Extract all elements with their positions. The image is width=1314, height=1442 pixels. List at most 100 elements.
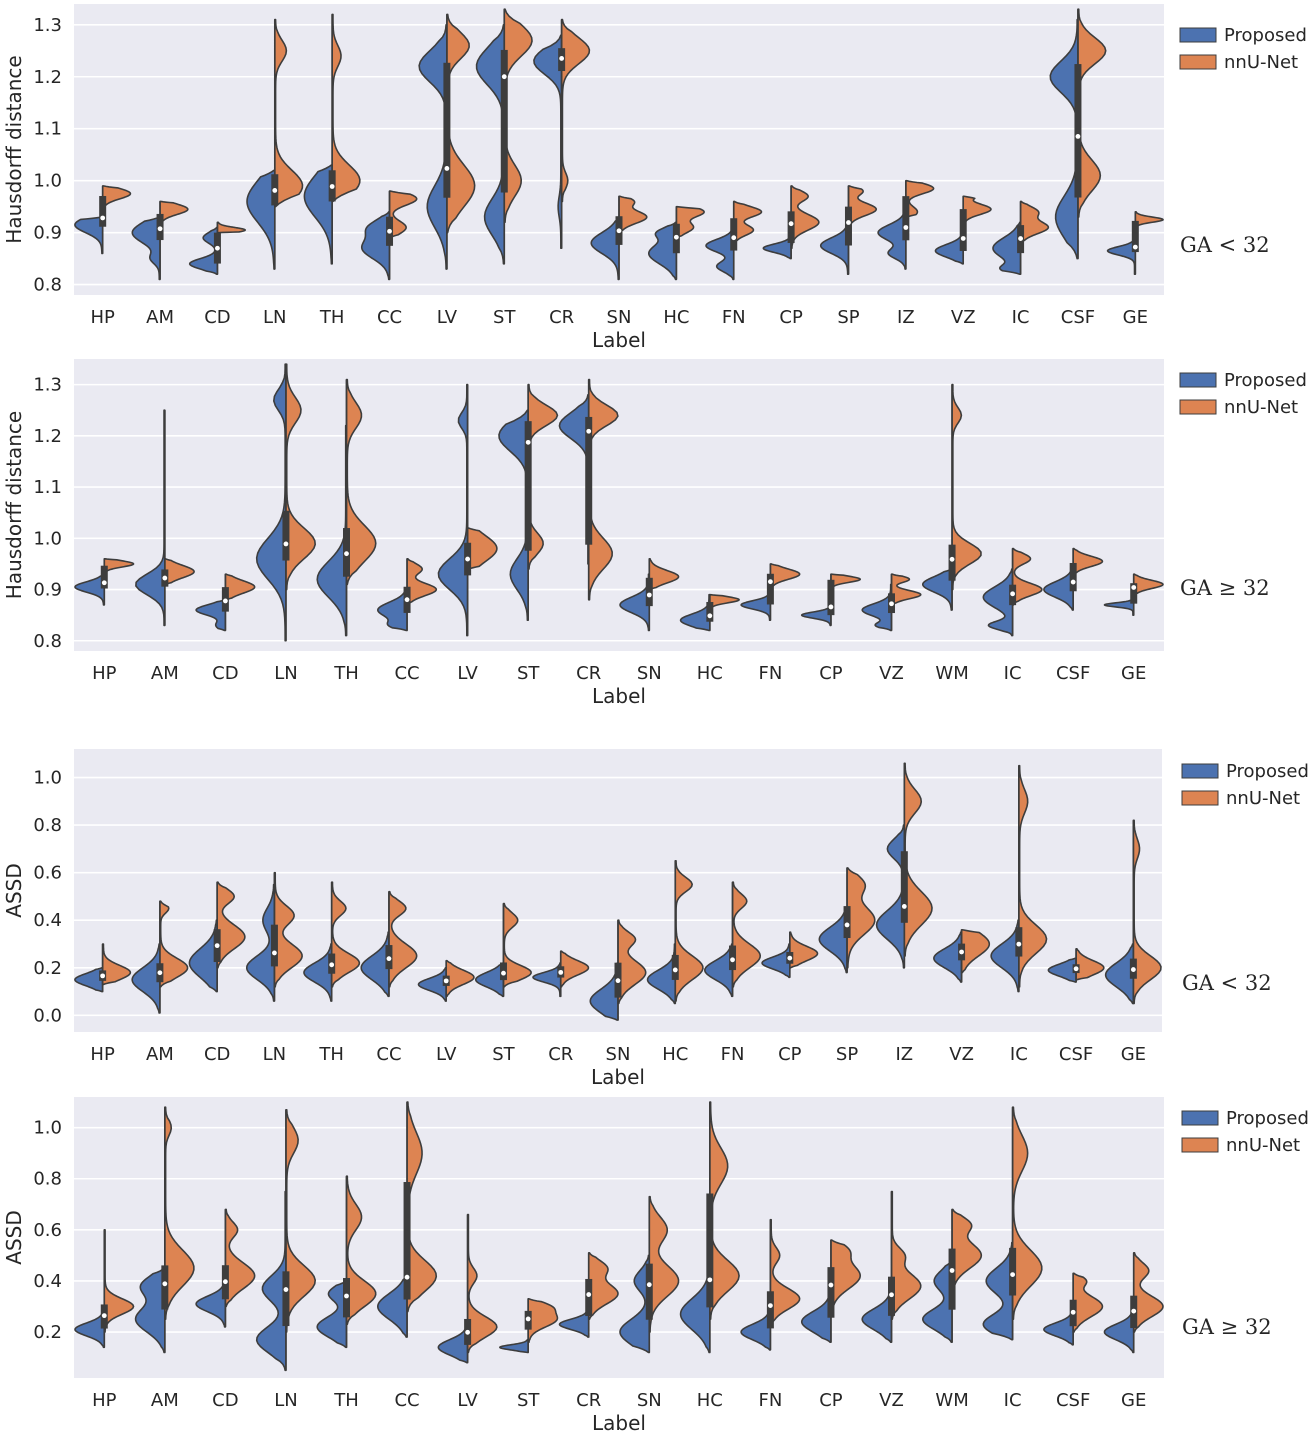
y-tick-label: 1.0 [33, 768, 62, 789]
x-tick-label: VZ [879, 1390, 904, 1411]
x-tick-label: LN [274, 663, 298, 684]
violin-st [498, 383, 559, 622]
median-point [586, 1292, 592, 1297]
proposed-half [532, 962, 562, 998]
median-point [1010, 1272, 1016, 1277]
median-point [344, 551, 349, 557]
violin-fn [704, 881, 762, 998]
x-tick-label: CP [819, 1390, 843, 1411]
nnunet-half [388, 190, 418, 239]
violin-lv [437, 1213, 498, 1364]
iqr-box [645, 577, 653, 607]
median-point [157, 970, 163, 976]
proposed-half [818, 907, 848, 974]
x-tick-label: CC [394, 1390, 419, 1411]
legend-label: Proposed [1226, 761, 1309, 782]
y-tick-label: 1.3 [33, 375, 62, 396]
x-axis-title: Label [591, 1065, 645, 1089]
x-tick-label: IC [1004, 663, 1022, 684]
legend-label: Proposed [1226, 1108, 1309, 1129]
proposed-half [619, 1254, 651, 1354]
x-tick-label: ST [517, 1390, 540, 1411]
x-tick-label: CP [778, 1044, 802, 1065]
x-tick-label: WM [935, 663, 968, 684]
violin-lv [418, 13, 476, 270]
x-tick-label: GE [1121, 1044, 1146, 1065]
x-tick-label: LV [457, 1390, 478, 1411]
y-axis-title: Hausdorff distance [2, 411, 26, 599]
iqr-box [585, 1278, 593, 1317]
median-point [616, 228, 622, 234]
violin-cr [532, 950, 590, 998]
median-point [101, 1313, 107, 1319]
median-point [787, 955, 793, 961]
nnunet-half [159, 900, 189, 988]
y-tick-label: 0.2 [33, 958, 62, 979]
x-tick-label: CC [377, 307, 402, 328]
nnunet-half [559, 950, 590, 988]
ga-annotation: GA < 32 [1182, 971, 1272, 995]
y-tick-label: 0.8 [33, 275, 62, 296]
y-tick-label: 0.6 [33, 863, 62, 884]
nnunet-half [617, 919, 647, 1005]
x-tick-label: AM [151, 663, 179, 684]
median-point [646, 592, 652, 598]
x-tick-label: SN [637, 1390, 662, 1411]
y-tick-label: 0.9 [33, 580, 62, 601]
violin-hc [679, 593, 740, 632]
violin-ic [990, 764, 1048, 993]
proposed-half [875, 824, 906, 969]
violin-fn [740, 1218, 801, 1351]
violin-csf [1043, 547, 1104, 611]
y-tick-label: 0.4 [33, 1271, 62, 1292]
nnunet-half [445, 959, 475, 998]
x-tick-label: CSF [1061, 307, 1095, 328]
x-tick-label: CSF [1056, 663, 1090, 684]
violin-ge [1103, 573, 1164, 616]
x-tick-label: IZ [895, 1044, 913, 1065]
median-point [949, 1268, 955, 1273]
median-point [443, 978, 449, 984]
x-tick-label: AM [146, 1044, 174, 1065]
x-tick-label: CD [212, 663, 238, 684]
x-tick-label: TH [319, 307, 345, 328]
median-point [386, 956, 392, 962]
median-point [329, 962, 335, 968]
median-point [501, 74, 507, 80]
x-tick-label: AM [151, 1390, 179, 1411]
median-point [844, 922, 850, 928]
nnunet-half [960, 928, 991, 974]
x-tick-label: SP [836, 1044, 858, 1065]
proposed-half [303, 164, 333, 265]
nnunet-half [1132, 819, 1162, 1005]
median-point [1073, 966, 1079, 972]
median-point [1010, 591, 1016, 597]
median-point [828, 604, 834, 610]
median-point [222, 1279, 228, 1285]
nnunet-half [846, 867, 876, 969]
iqr-box [730, 218, 738, 251]
violin-sn [589, 919, 647, 1021]
median-point [1131, 585, 1137, 590]
nnunet-half [1011, 547, 1043, 606]
proposed-half [679, 593, 711, 632]
violin-am [131, 200, 189, 281]
nnunet-half [648, 1195, 680, 1333]
violin-st [474, 902, 532, 998]
median-point [707, 613, 713, 619]
violin-am [135, 409, 195, 627]
proposed-half [134, 1267, 166, 1354]
proposed-half [646, 943, 677, 1005]
y-tick-label: 1.0 [33, 528, 62, 549]
legend-label: nnU-Net [1226, 1135, 1300, 1156]
x-tick-label: TH [318, 1044, 344, 1065]
iqr-box [902, 196, 910, 241]
proposed-half [861, 583, 893, 632]
proposed-half [1104, 943, 1135, 1005]
proposed-half [376, 1275, 408, 1338]
proposed-half [303, 943, 333, 1002]
y-axis-title: Hausdorff distance [2, 55, 26, 243]
nnunet-half [345, 378, 377, 586]
legend: Proposed nnU-Net [1179, 25, 1307, 73]
legend-swatch-proposed [1179, 27, 1217, 43]
